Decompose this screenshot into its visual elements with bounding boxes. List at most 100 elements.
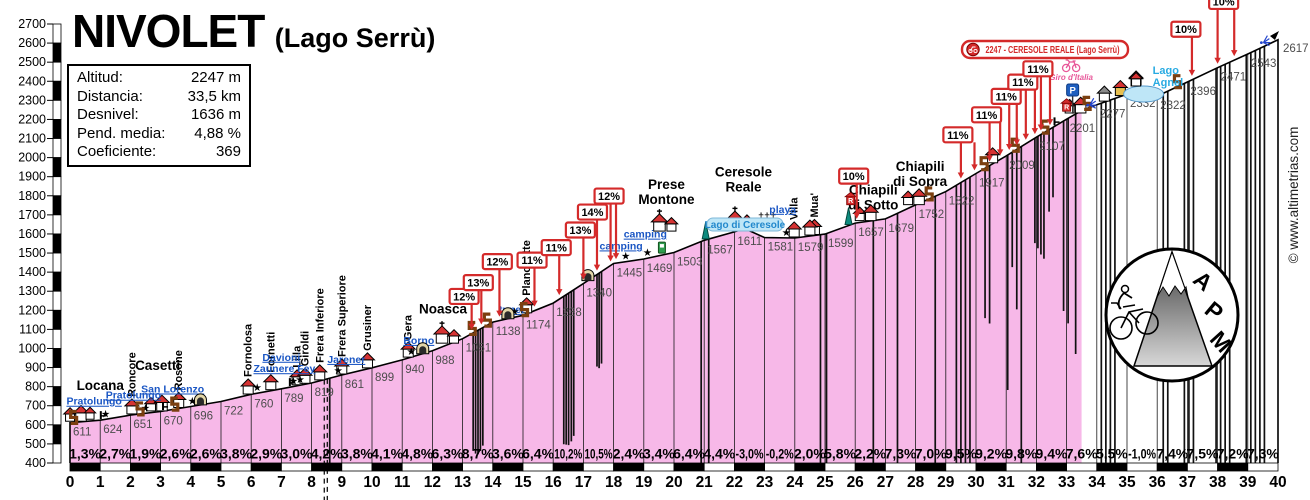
- house-icon: [432, 325, 452, 344]
- lake-ceresole-label: Lago di Ceresole: [705, 217, 786, 232]
- km-band-segment: [431, 462, 463, 472]
- house-icon: [143, 396, 159, 412]
- km-gradient-label: 10,5%: [585, 446, 613, 462]
- town-label: Chiapili: [896, 159, 945, 174]
- km-gradient-label: 5,8%: [824, 446, 856, 462]
- altitude-label: 1611: [737, 236, 762, 248]
- km-band-segment: [129, 462, 161, 472]
- town-label-vertical: Rosone: [173, 350, 185, 390]
- altitude-label: 624: [103, 424, 123, 436]
- x-axis-km-label: 11: [394, 474, 411, 491]
- curve-marker-icon: [1040, 119, 1050, 135]
- km-gradient-label: 3,6%: [492, 446, 524, 462]
- tunnel-icon: [416, 342, 430, 355]
- y-axis-label: 400: [25, 456, 46, 470]
- x-axis-km-label: 30: [967, 474, 984, 491]
- altitude-label: 1445: [617, 268, 643, 280]
- km-band-segment: [915, 462, 947, 472]
- star-icon: ★: [101, 408, 111, 420]
- flag-percent-label: 14%: [581, 207, 603, 219]
- banner-cyclist-icon: [966, 42, 980, 57]
- x-axis-km-label: 20: [665, 474, 682, 491]
- km-band-segment: [462, 462, 494, 472]
- y-axis-label: 1100: [19, 322, 46, 336]
- km-gradient-label: 3,8%: [341, 446, 373, 462]
- x-axis-km-label: 33: [1058, 474, 1076, 491]
- curve-marker-icon: [170, 396, 180, 412]
- flag-percent-label: 10%: [1213, 0, 1235, 8]
- km-gradient-label: -0,2%: [766, 446, 794, 462]
- altitude-label: 1340: [586, 288, 612, 300]
- house-icon: [83, 406, 97, 420]
- info-row-distance: Distancia: 33,5 km: [77, 87, 241, 105]
- km-band-segment: [552, 462, 584, 472]
- gradient-flag: 11%: [1007, 73, 1039, 140]
- km-band-segment: [673, 462, 705, 472]
- x-axis-km-label: 27: [877, 474, 894, 491]
- altitude-label: 2201: [1070, 123, 1096, 135]
- km-gradient-label: 3,4%: [643, 446, 675, 462]
- mountain-icon: [1132, 249, 1214, 367]
- y-axis-label: 2200: [18, 112, 46, 126]
- blue-place-label: Davioni: [262, 352, 300, 364]
- km-gradient-label: 7,4%: [1156, 446, 1188, 462]
- km-band-segment: [583, 462, 615, 472]
- km-band-segment: [975, 462, 1007, 472]
- town-label-vertical: Giroldi: [299, 331, 311, 366]
- km-gradient-label: 7,5%: [1187, 446, 1219, 462]
- altitude-label: 789: [284, 393, 303, 405]
- x-axis-km-label: 25: [816, 474, 834, 491]
- altitude-label: 1051: [466, 343, 492, 355]
- km-band-segment: [341, 462, 373, 472]
- km-gradient-label: 3,8%: [220, 446, 252, 462]
- y-axis-label: 1600: [18, 227, 46, 241]
- km-band-segment: [764, 462, 796, 472]
- y-axis-label: 900: [25, 361, 46, 375]
- flag-percent-label: 11%: [546, 243, 568, 255]
- altitude-label: 670: [164, 415, 183, 427]
- x-axis-km-label: 21: [696, 474, 714, 491]
- town-label-vertical: Frera Inferiore: [314, 288, 326, 363]
- km-gradient-label: 4,8%: [401, 446, 433, 462]
- km-band-segment: [824, 462, 856, 472]
- snow-cap: [1156, 250, 1189, 298]
- x-axis-km-label: 34: [1088, 474, 1106, 491]
- town-label: Montone: [638, 192, 695, 207]
- x-axis-km-label: 12: [424, 474, 441, 491]
- house-icon: [900, 190, 916, 206]
- x-axis-km-label: 24: [786, 474, 804, 491]
- km-band-segment: [492, 462, 524, 472]
- blue-place-label: Pratolungo: [106, 390, 161, 402]
- altitude-label: 1752: [919, 209, 945, 221]
- gradient-flag: 11%: [990, 87, 1022, 151]
- lake-agnel-label: Agnel: [1153, 77, 1184, 89]
- altitude-ruler-segment: [52, 157, 62, 178]
- town-label-vertical: Lilla: [292, 345, 304, 368]
- svg-text:Lago di Ceresole: Lago di Ceresole: [705, 220, 786, 231]
- km-band-segment: [280, 462, 312, 472]
- altitude-label: 1917: [979, 177, 1005, 189]
- y-axis-label: 1400: [18, 265, 46, 279]
- lake-agnel: [1123, 85, 1165, 103]
- star-icon: ★: [141, 402, 151, 414]
- altitude-label: 2617: [1283, 43, 1309, 55]
- refuge-icon: R: [1059, 98, 1074, 112]
- star-icon: ★: [333, 365, 343, 377]
- gradient-flag: 11%: [540, 239, 572, 296]
- banner-text: 2247 - CERESOLE REALE (Lago Serrù): [986, 44, 1120, 56]
- house-icon: [359, 352, 376, 369]
- km-band-segment: [522, 462, 554, 472]
- town-label: Chiapili: [849, 183, 898, 198]
- km-gradient-label: -1,0%: [1128, 446, 1156, 462]
- fountain-icon: [162, 402, 169, 411]
- km-band-segment: [311, 462, 343, 472]
- km-band-segment: [401, 462, 433, 472]
- altitude-ruler-segment: [52, 367, 62, 388]
- y-axis-label: 700: [25, 399, 46, 413]
- overlays: 12%13%12% 11%11%13%14%12%10%11%11%11%11%1…: [448, 0, 1301, 383]
- altitude-label: 2277: [1100, 109, 1126, 121]
- x-axis-km-label: 10: [363, 474, 380, 491]
- town-label-vertical: Frera Superiore: [336, 275, 348, 357]
- blue-place-label: playa: [769, 204, 796, 216]
- altitude-label: 988: [435, 355, 454, 367]
